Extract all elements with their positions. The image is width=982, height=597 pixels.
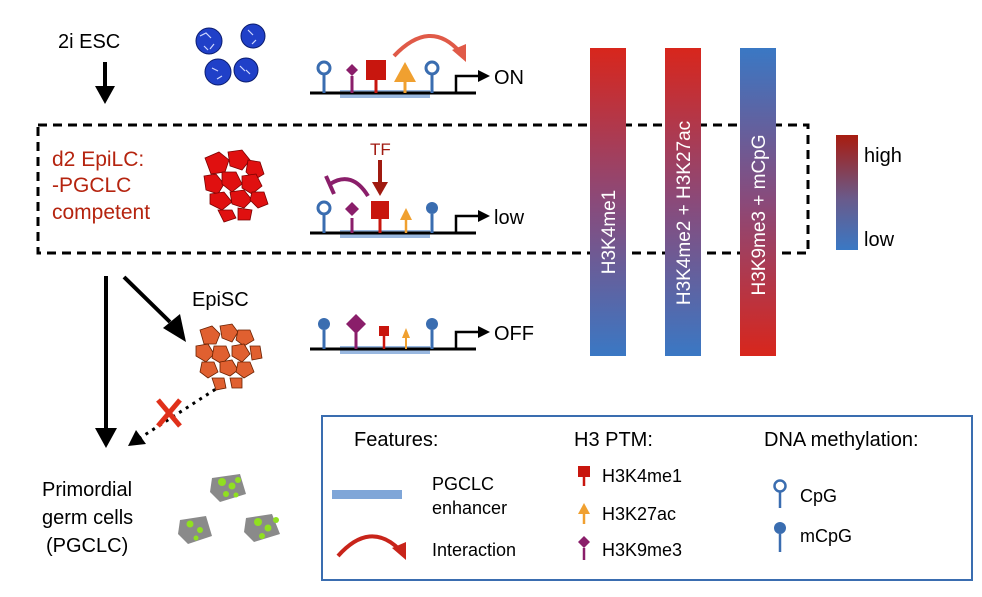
scale-low: low	[864, 229, 895, 251]
episc-cells-icon	[195, 323, 263, 391]
locus-on	[310, 34, 490, 98]
legend-dna-title: DNA methylation:	[764, 429, 919, 451]
legend-ptm-title: H3 PTM:	[574, 429, 653, 451]
h3k4me1-icon	[371, 201, 389, 219]
epilc-dashed-box	[36, 123, 810, 255]
h3k9me3-icon	[346, 314, 366, 334]
tf-label: TF	[370, 140, 391, 159]
legend-h3k27ac: H3K27ac	[602, 504, 676, 524]
h3k27ac-icon	[402, 328, 410, 338]
bar-label-h3k4me1: H3K4me1	[599, 190, 620, 275]
bar-label-h3k9me3-mcpg: H3K9me3 + mCpG	[749, 134, 770, 295]
h3k4me1-icon	[366, 60, 386, 80]
pgc-label-line1: Primordial	[42, 479, 132, 501]
state-off: OFF	[494, 323, 534, 345]
legend-cpg: CpG	[800, 486, 837, 506]
legend-box	[321, 415, 973, 581]
h3k9me3-icon	[346, 64, 358, 76]
cpg-icon	[316, 60, 332, 76]
epilc-to-episc-arrowhead	[163, 314, 186, 342]
legend-interaction-icon	[336, 534, 402, 558]
legend-cpg-icon	[773, 479, 787, 508]
pgc-label-line2: germ cells	[42, 507, 133, 529]
esc-label: 2i ESC	[58, 31, 120, 53]
scale-bar	[836, 135, 858, 250]
bar-h3k4me2-h3k27ac	[665, 48, 701, 356]
esc-to-epilc-arrowhead	[95, 86, 115, 104]
legend-h3k27ac-icon	[578, 503, 590, 524]
legend-h3k9me3-icon	[578, 536, 590, 560]
state-on: ON	[494, 67, 524, 89]
epilc-to-pgc-arrowhead	[95, 428, 117, 448]
blocked-cross-icon	[156, 398, 182, 428]
cpg-icon	[316, 200, 332, 216]
bar-h3k9me3-mcpg	[740, 48, 776, 356]
legend-mcpg: mCpG	[800, 526, 852, 546]
episc-to-pgc-arrowhead	[128, 430, 146, 446]
legend-h3k4me1-icon	[578, 466, 590, 486]
legend-interaction: Interaction	[432, 540, 516, 560]
h3k9me3-icon	[345, 202, 359, 216]
legend-enhancer-icon	[332, 490, 402, 499]
legend-features-title: Features:	[354, 429, 438, 451]
mcpg-icon	[318, 318, 330, 330]
scale-high: high	[864, 145, 902, 167]
h3k27ac-icon	[400, 208, 412, 220]
epilc-cells-icon	[203, 149, 269, 223]
pgc-label-line3: (PGCLC)	[46, 535, 128, 557]
h3k27ac-icon	[394, 62, 416, 82]
epilc-label-line2: -PGCLC	[52, 174, 131, 197]
legend-enhancer-line2: enhancer	[432, 498, 507, 518]
h3k4me1-icon	[379, 326, 389, 336]
esc-cells-icon	[195, 23, 266, 86]
episc-label: EpiSC	[192, 289, 249, 311]
epilc-to-episc-arrow	[122, 275, 172, 324]
mcpg-icon	[426, 318, 438, 330]
legend-mcpg-icon	[774, 522, 786, 552]
bar-h3k4me1	[590, 48, 626, 356]
legend-enhancer-line1: PGCLC	[432, 474, 494, 494]
bar-label-h3k4me2-h3k27ac: H3K4me2 + H3K27ac	[674, 121, 695, 305]
legend-h3k9me3: H3K9me3	[602, 540, 682, 560]
inhibition-arc	[328, 177, 370, 198]
state-low: low	[494, 207, 525, 229]
episc-to-pgc-dotted-arrow	[139, 383, 223, 440]
legend-h3k4me1: H3K4me1	[602, 466, 682, 486]
locus-off	[310, 314, 490, 354]
pgc-cells-icon	[178, 474, 280, 544]
mcpg-icon	[426, 202, 438, 214]
cpg-icon	[424, 60, 440, 76]
epilc-label-line1: d2 EpiLC:	[52, 148, 144, 171]
interaction-arrow	[392, 34, 462, 58]
epilc-label-line3: competent	[52, 201, 150, 224]
locus-low	[310, 160, 490, 238]
